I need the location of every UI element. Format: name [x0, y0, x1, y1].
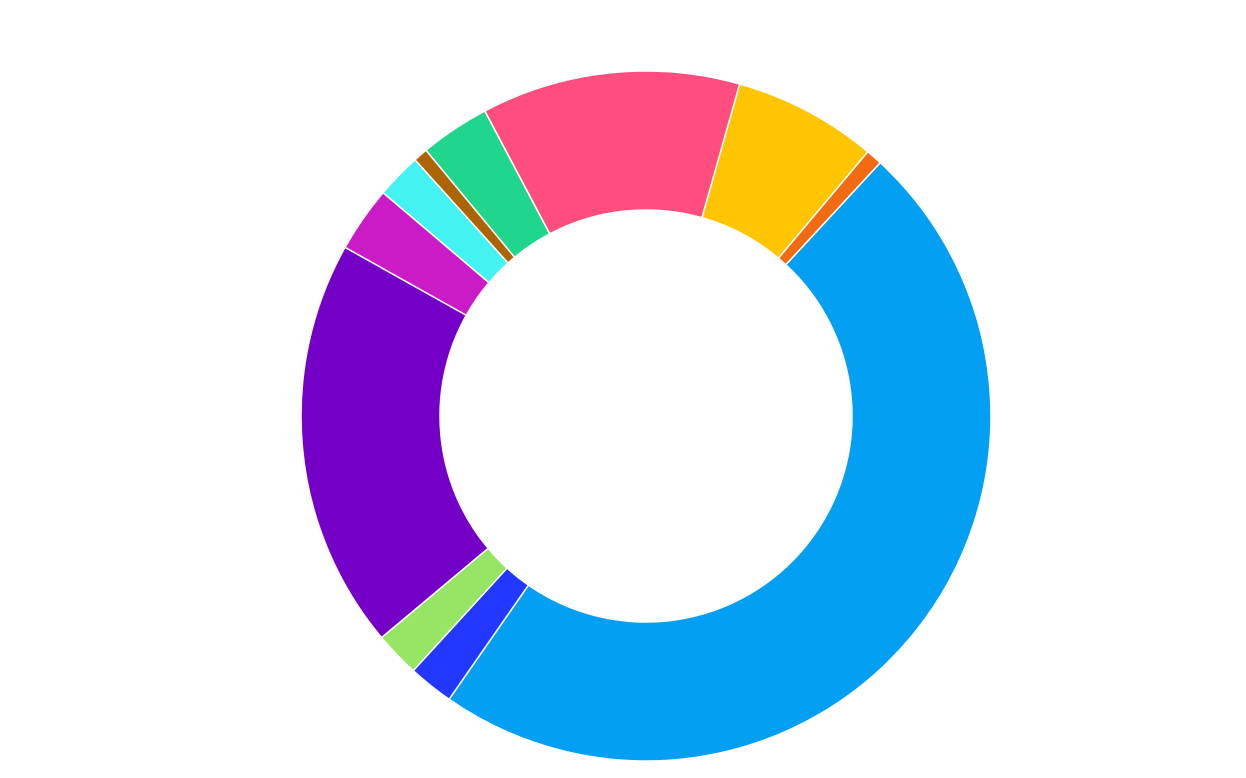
donut-slice-11[interactable] — [701, 83, 869, 259]
donut-slices — [300, 70, 992, 762]
donut-slice-2[interactable] — [448, 161, 992, 762]
donut-slice-5[interactable] — [300, 246, 489, 639]
